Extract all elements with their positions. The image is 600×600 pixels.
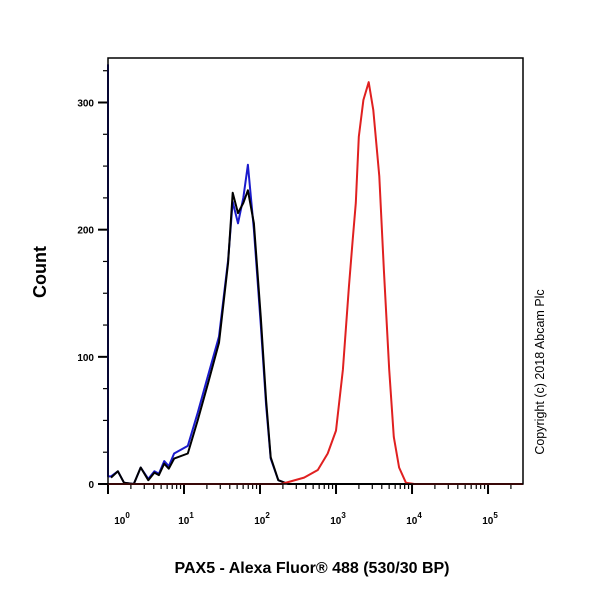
axis-ticks [98,70,512,494]
copyright-annotation: Copyright (c) 2018 Abcam Plc [533,289,547,454]
x-tick-label: 100 [114,511,130,527]
y-tick-labels: 0 100 200 300 [77,99,94,491]
y-tick-label: 100 [77,353,94,364]
y-tick-label: 300 [77,99,94,110]
y-tick-label: 0 [88,480,94,491]
x-tick-label: 102 [254,511,270,527]
x-tick-base: 10 [330,516,342,527]
x-tick-label: 105 [482,511,498,527]
x-tick-exponent: 3 [341,511,346,520]
x-tick-label: 101 [178,511,194,527]
series-lines [107,64,523,485]
x-tick-base: 10 [114,516,126,527]
series-blue-line [107,64,523,485]
series-black-line [110,189,523,485]
x-tick-base: 10 [178,516,190,527]
x-tick-exponent: 4 [417,511,422,520]
x-tick-label: 104 [406,511,422,527]
x-axis-label: PAX5 - Alexa Fluor® 488 (530/30 BP) [174,560,449,577]
x-tick-exponent: 2 [265,511,270,520]
y-axis-label: Count [30,246,50,298]
x-tick-label: 103 [330,511,346,527]
x-tick-exponent: 0 [125,511,130,520]
plot-frame [107,57,524,485]
y-tick-label: 200 [77,226,94,237]
x-tick-base: 10 [254,516,266,527]
x-tick-exponent: 5 [493,511,498,520]
x-tick-exponent: 1 [189,511,194,520]
x-tick-base: 10 [482,516,494,527]
series-red-line [108,81,523,485]
x-tick-base: 10 [406,516,418,527]
